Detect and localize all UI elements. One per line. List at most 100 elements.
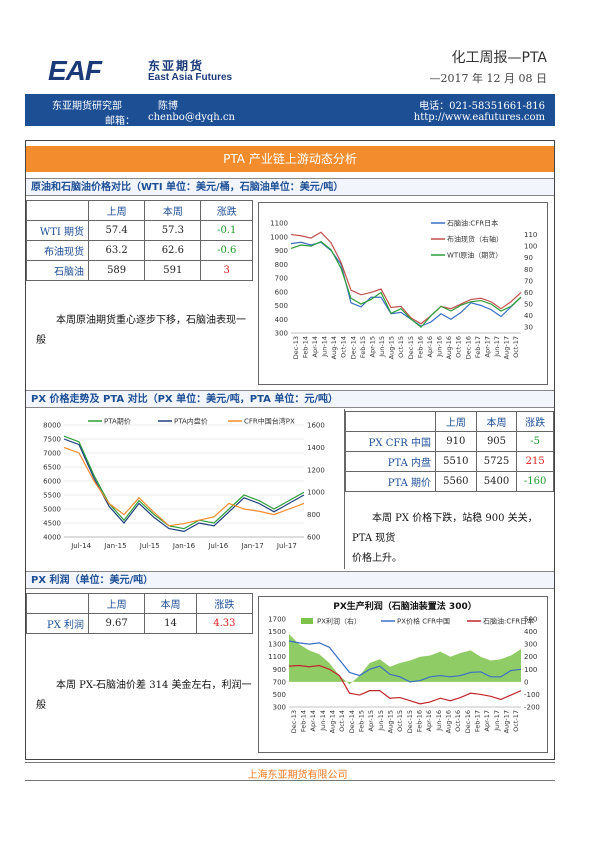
y-left-tick-label: 1100 [268,653,286,661]
series-line [63,435,305,530]
y-left-tick-label: 7000 [43,450,61,458]
row-label: PX 利润 [26,613,89,634]
legend-label: PTA期价 [104,418,131,426]
x-tick-label: Dec-13 [292,336,300,359]
y-left-tick-label: 1100 [270,220,288,228]
x-tick-label: Dec-16 [464,336,472,359]
row-label: PTA 内盘 [345,451,436,472]
last-week-value: 5560 [435,471,477,492]
logo-mark: EAF [48,55,102,86]
x-tick-label: Aug-16 [445,710,453,733]
x-tick-label: Jun-14 [319,710,327,732]
main-title: PTA 产业链上游动态分析 [26,146,554,172]
y-left-tick-label: 600 [275,288,288,296]
y-left-tick-label: 300 [273,704,286,712]
legend-label: 布油现货（右轴） [447,235,503,244]
change-value: -160 [516,471,554,492]
x-tick-label: Aug-14 [329,710,337,733]
table-header-cell: 上周 [87,200,146,221]
y-right-tick-label: 0 [524,678,528,686]
px-pta-chart: 8000 7500 7000 6500 6000 5500 5000 4500 4000 1600… [28,413,340,565]
x-tick-label: Apr-16 [426,336,434,357]
x-tick-label: Aug-14 [330,336,338,359]
y-right-tick-label: 300 [524,641,537,649]
table-header-cell: 涨跌 [200,200,253,221]
row-label: WTI 期货 [26,220,89,241]
y-right-tick-label: 100 [524,666,537,674]
change-value: -0.1 [200,220,253,241]
px-pta-table: 上周 本周 涨跌 PX CFR 中国 910 905 -5 PTA 内盘 5510 5725 215… [345,411,554,492]
y-left-tick-label: 6000 [43,478,61,486]
crude-price-table: 上周 本周 涨跌 WTI 期货 57.4 57.3 -0.1 布油现货 63.2 62.6 -0.6… [26,200,253,281]
legend-label: CFR中国台湾PX [244,417,295,426]
change-value: 3 [200,260,253,281]
y-right-tick-label: 600 [307,534,320,542]
y-left-tick-label: 1000 [270,233,288,241]
x-tick-label: Oct-17 [512,710,520,732]
series-line [290,231,522,325]
series-line [63,446,305,527]
legend-swatch [301,618,313,624]
y-right-tick-label: 90 [524,254,533,262]
px-profit-chart-svg: 1700 1500 1300 1100 900 700 500 300 500 400 300 200… [268,600,540,733]
x-tick-label: Apr-14 [309,710,317,731]
y-left-tick-label: 500 [273,691,286,699]
x-tick-label: Jan-15 [103,542,126,550]
x-tick-label: Jun-15 [377,710,385,732]
section2-heading: PX 价格走势及 PTA 对比（PX 单位：美元/吨，PTA 单位：元/吨） [26,390,554,408]
email-link[interactable]: chenbo@dyqh.cn [148,112,235,123]
y-left-tick-label: 700 [273,678,286,686]
y-right-tick-label: 1000 [307,489,325,497]
y-right-tick-label: -100 [524,691,540,699]
website-link[interactable]: http://www.eafutures.com [413,112,545,123]
table-header-cell: 本周 [144,200,202,221]
company-name-cn: 东亚期货 [148,59,205,73]
x-tick-label: Dec-15 [407,336,415,359]
y-left-tick-label: 500 [275,302,288,310]
y-left-tick-label: 800 [275,261,288,269]
x-tick-label: Dec-14 [348,710,356,733]
y-right-tick-label: -200 [524,704,540,712]
series-line [288,664,522,705]
table-header-cell: 上周 [87,593,146,614]
x-tick-label: Apr-15 [368,336,376,357]
y-left-tick-label: 5000 [43,506,61,514]
table-row: WTI 期货 57.4 57.3 -0.1 [26,220,253,241]
table-header-cell: 本周 [475,411,518,432]
x-tick-label: Feb-15 [358,710,366,732]
table-header-row: 上周 本周 涨跌 [26,200,253,221]
x-tick-label: Jul-14 [70,542,91,550]
footer-line-top [25,762,555,763]
footer-company: 上海东亚期货有限公司 [247,770,348,781]
section3-heading: PX 利润（单位：美元/吨） [26,571,554,589]
section1-heading: 原油和石脑油价格对比（WTI 单位：美元/桶，石脑油单位：美元/吨） [26,178,554,196]
x-tick-label: Aug-16 [445,336,453,359]
change-value: -5 [516,431,554,452]
section1-comment: 本周原油期货重心逐步下移，石脑油表现一般 [36,315,246,346]
x-tick-label: Oct-17 [512,336,520,358]
x-tick-label: Jun-17 [493,710,501,732]
x-tick-label: Oct-15 [396,710,404,732]
report-date: —2017 年 12 月 08 日 [429,72,547,85]
x-tick-label: Dec-16 [464,710,472,733]
y-right-tick-label: 30 [524,324,533,332]
last-week-value: 5510 [435,451,477,472]
crude-naphtha-chart: 1100 1000 900 800 700 600 500 400 300 110 100 90 80 7… [258,202,548,385]
y-left-tick-label: 1300 [268,641,286,649]
y-left-tick-label: 900 [273,666,286,674]
x-tick-label: Feb-16 [416,336,424,358]
last-week-value: 9.67 [87,613,146,634]
chart-title: PX生产利润（石脑油装置法 300） [333,600,476,612]
y-left-tick-label: 5500 [43,492,61,500]
this-week-value: 62.6 [144,240,202,261]
report-title: 化工周报—PTA [451,50,547,66]
this-week-value: 905 [475,431,518,452]
legend-label: 石脑油:CFR日本 [483,617,534,626]
y-left-tick-label: 300 [275,330,288,338]
change-value: 4.33 [195,613,254,634]
y-left-tick-label: 400 [275,316,288,324]
y-right-tick-label: 200 [524,653,537,661]
x-tick-label: Aug-17 [503,710,511,733]
table-header-cell [345,411,436,432]
table-header-row: 上周 本周 涨跌 [345,411,554,432]
